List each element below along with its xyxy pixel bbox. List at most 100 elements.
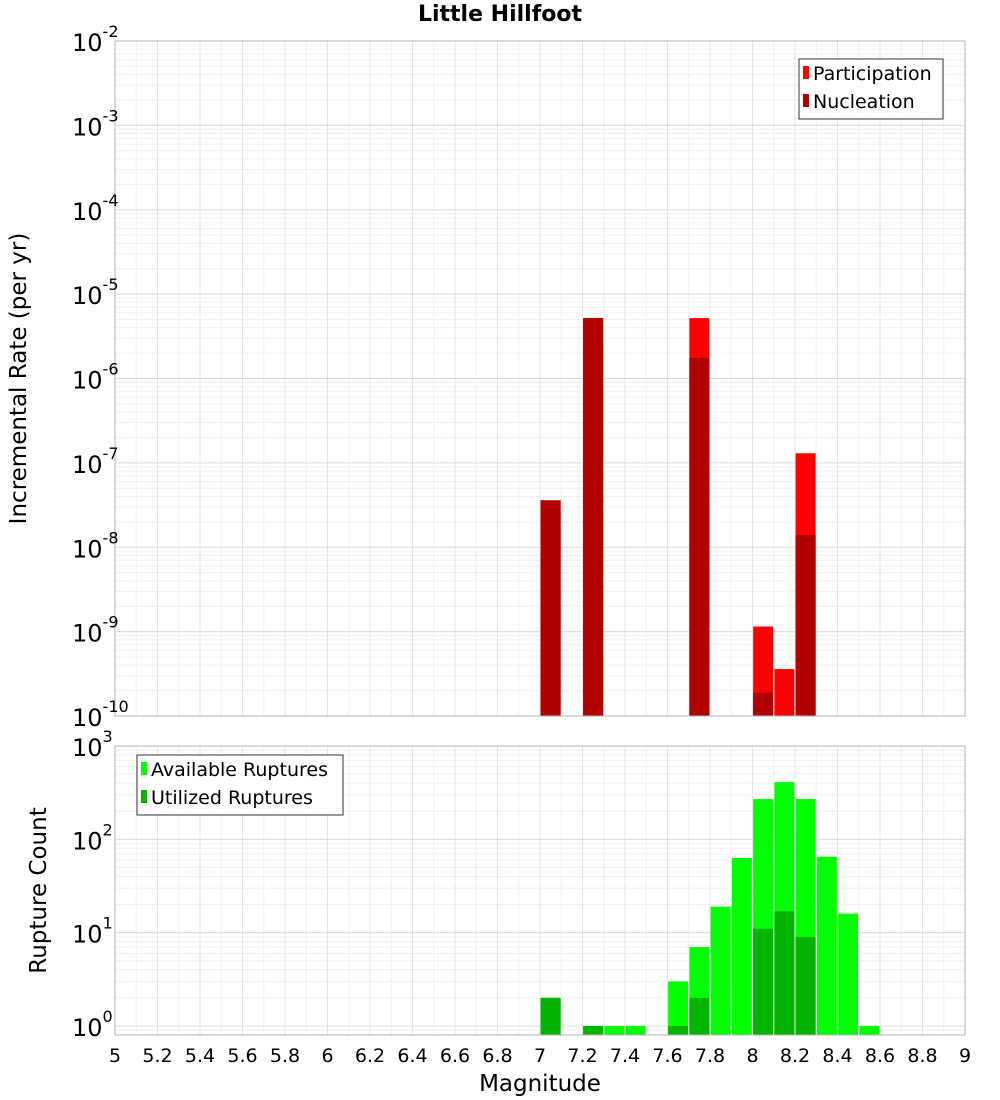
x-axis-label: Magnitude xyxy=(479,1071,601,1097)
tick-exponent: 1 xyxy=(103,914,113,933)
legend-box xyxy=(798,58,944,120)
tick-base: 10 xyxy=(72,113,103,141)
legend-swatch xyxy=(803,94,809,107)
y-tick-label: 10-3 xyxy=(72,106,119,141)
tick-base: 10 xyxy=(72,734,103,762)
x-tick-label: 8.8 xyxy=(907,1045,937,1067)
plot-frame xyxy=(114,40,966,717)
tick-exponent: -6 xyxy=(103,360,119,379)
y-tick-label: 101 xyxy=(72,914,113,949)
tick-base: 10 xyxy=(72,367,103,395)
tick-base: 10 xyxy=(72,451,103,479)
tick-exponent: -3 xyxy=(103,106,119,125)
tick-base: 10 xyxy=(72,535,103,563)
legend-label: Utilized Ruptures xyxy=(151,787,313,809)
bar xyxy=(583,318,604,716)
x-tick-label: 5.4 xyxy=(185,1045,215,1067)
bar xyxy=(689,357,710,716)
y-tick-labels: 10-210-310-410-510-610-710-810-910-10 xyxy=(72,22,129,732)
bar xyxy=(774,669,795,716)
bar xyxy=(795,534,816,716)
x-tick-label: 7.2 xyxy=(567,1045,597,1067)
tick-exponent: -8 xyxy=(103,528,119,547)
bar xyxy=(668,981,689,1035)
legend: Participation Nucleation xyxy=(798,58,944,120)
x-tick-label: 6.6 xyxy=(440,1045,470,1067)
tick-base: 10 xyxy=(72,921,103,949)
tick-exponent: -10 xyxy=(103,697,129,716)
bar xyxy=(731,858,752,1035)
y-tick-label: 103 xyxy=(72,727,113,762)
tick-exponent: 2 xyxy=(103,820,113,839)
legend-box xyxy=(136,754,344,816)
bar xyxy=(816,856,837,1035)
tick-exponent: -7 xyxy=(103,444,119,463)
y-tick-label: 10-4 xyxy=(72,191,119,226)
y-tick-label: 10-7 xyxy=(72,444,119,479)
tick-base: 10 xyxy=(72,1014,103,1042)
y-tick-label: 10-2 xyxy=(72,22,119,57)
legend: Available Ruptures Utilized Ruptures xyxy=(136,754,344,816)
y-tick-label: 10-6 xyxy=(72,360,119,395)
legend-label: Available Ruptures xyxy=(151,759,328,781)
legend-swatch xyxy=(141,762,147,775)
y-tick-label: 102 xyxy=(72,820,113,855)
x-tick-label: 5.8 xyxy=(270,1045,300,1067)
y-axis-label: Rupture Count xyxy=(26,807,52,973)
x-tick-label: 6.2 xyxy=(355,1045,385,1067)
y-tick-label: 100 xyxy=(72,1007,113,1042)
bar xyxy=(838,913,859,1035)
x-tick-labels: 5 5.2 5.4 5.6 5.8 6 6.2 6.4 6.6 6.8 7 7.2 7.4 7.6 7.8 8… xyxy=(109,1045,971,1067)
tick-exponent: 0 xyxy=(103,1007,113,1026)
y-tick-label: 10-10 xyxy=(72,697,129,732)
bar xyxy=(540,500,561,716)
chart-title: Little Hillfoot xyxy=(417,2,583,27)
series-utilized-ruptures xyxy=(540,911,816,1035)
legend-swatch xyxy=(141,790,147,803)
plot-panel-1: 10-210-310-410-510-610-710-810-910-10Inc… xyxy=(6,22,966,732)
y-tick-label: 10-5 xyxy=(72,275,119,310)
y-tick-label: 10-8 xyxy=(72,528,119,563)
x-tick-label: 8.6 xyxy=(865,1045,895,1067)
x-tick-label: 7.6 xyxy=(652,1045,682,1067)
bar xyxy=(774,911,795,1035)
tick-base: 10 xyxy=(72,620,103,648)
bar xyxy=(795,936,816,1035)
x-tick-label: 7.4 xyxy=(610,1045,640,1067)
x-tick-label: 5 xyxy=(109,1045,121,1067)
x-tick-label: 6.4 xyxy=(397,1045,427,1067)
x-tick-label: 8.2 xyxy=(780,1045,810,1067)
x-tick-label: 8 xyxy=(746,1045,758,1067)
bar xyxy=(710,906,731,1035)
tick-base: 10 xyxy=(72,282,103,310)
bar xyxy=(540,997,561,1035)
bar xyxy=(689,997,710,1035)
series-participation xyxy=(540,318,816,716)
tick-exponent: -9 xyxy=(103,613,119,632)
bar xyxy=(625,1025,646,1035)
y-tick-label: 10-9 xyxy=(72,613,119,648)
plot-frame xyxy=(114,745,966,1036)
x-tick-label: 5.6 xyxy=(227,1045,257,1067)
x-tick-label: 5.2 xyxy=(142,1045,172,1067)
x-tick-label: 6 xyxy=(321,1045,333,1067)
legend-label: Nucleation xyxy=(813,91,915,113)
tick-exponent: -2 xyxy=(103,22,119,41)
bar xyxy=(604,1025,625,1035)
tick-exponent: 3 xyxy=(103,727,113,746)
bar xyxy=(668,1025,689,1035)
tick-base: 10 xyxy=(72,29,103,57)
grid-minor xyxy=(114,40,966,717)
x-tick-label: 8.4 xyxy=(822,1045,852,1067)
legend-label: Participation xyxy=(813,63,932,85)
x-tick-label: 9 xyxy=(959,1045,971,1067)
bar xyxy=(583,1025,604,1035)
x-tick-label: 7.8 xyxy=(695,1045,725,1067)
bar xyxy=(753,928,774,1035)
x-tick-label: 6.8 xyxy=(482,1045,512,1067)
x-tick-label: 7 xyxy=(534,1045,546,1067)
bar xyxy=(753,692,774,716)
tick-base: 10 xyxy=(72,704,103,732)
